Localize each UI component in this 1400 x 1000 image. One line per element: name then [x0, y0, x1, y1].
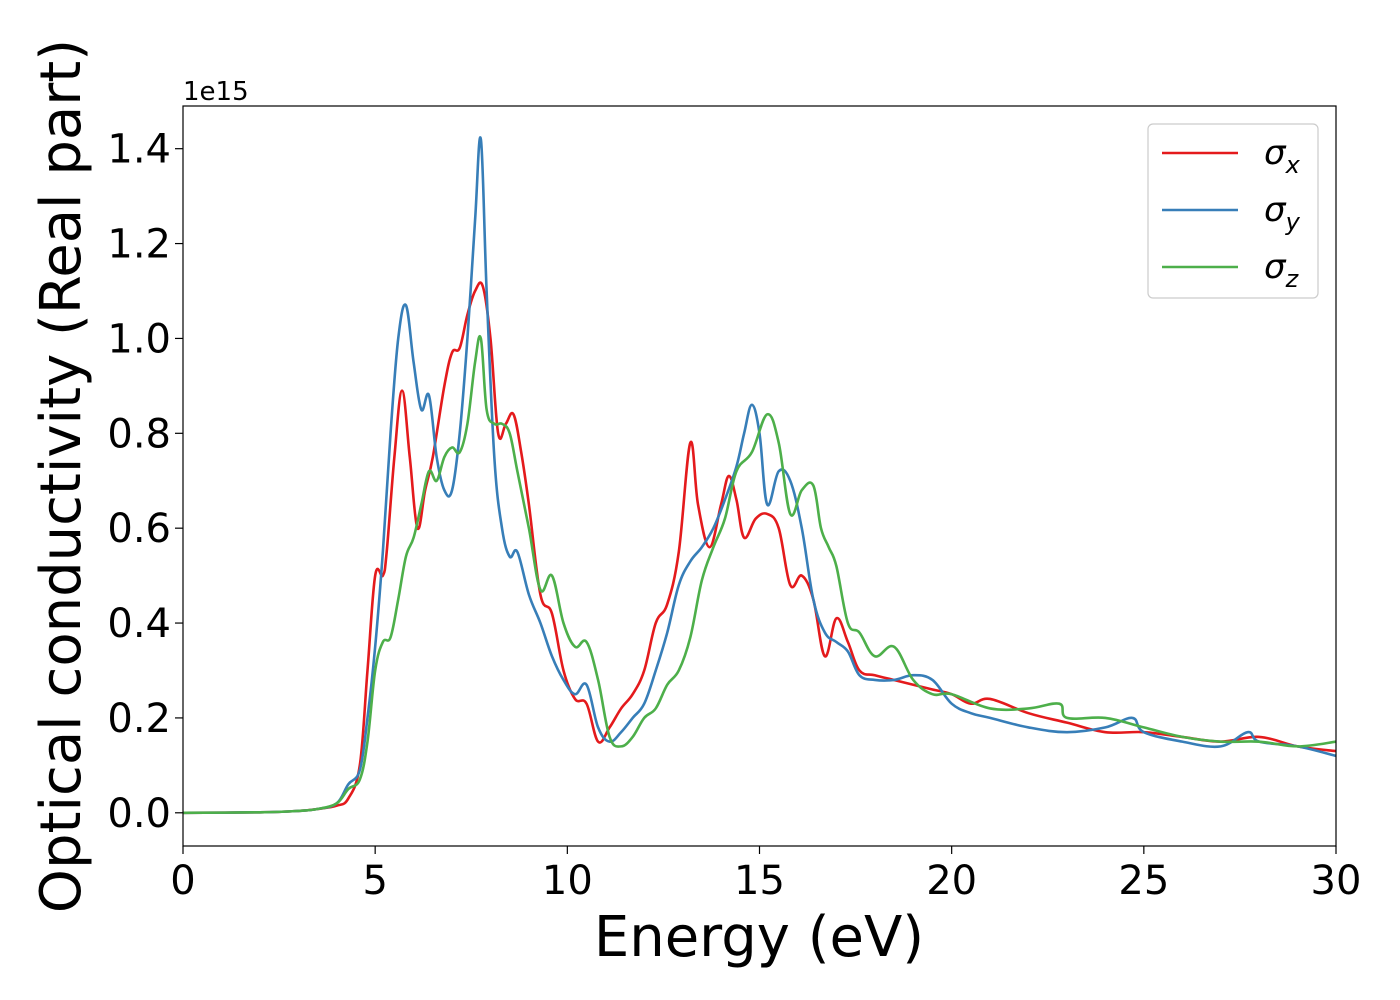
- y-axis: 0.0 0.2 0.4 0.6 0.8 1.0 1.2 1.4: [107, 127, 183, 837]
- y-tick-label: 1.2: [107, 222, 171, 268]
- x-tick-label: 5: [362, 858, 387, 904]
- x-axis: 0 5 10 15 20 25 30: [170, 846, 1361, 904]
- series-layer: [183, 136, 1336, 815]
- y-tick-label: 0.0: [107, 791, 171, 837]
- series-line-z: [183, 335, 1336, 815]
- y-tick-label: 0.6: [107, 506, 171, 552]
- legend-label-y: σy: [1264, 190, 1301, 236]
- legend-label-z: σz: [1264, 247, 1300, 293]
- legend-label-subscript: y: [1285, 208, 1301, 236]
- legend-label-base: σ: [1264, 247, 1287, 287]
- y-tick-label: 0.4: [107, 601, 171, 647]
- x-tick-label: 30: [1311, 858, 1362, 904]
- x-tick-label: 0: [170, 858, 195, 904]
- y-tick-label: 1.4: [107, 127, 171, 173]
- y-tick-label: 0.2: [107, 696, 171, 742]
- legend-label-x: σx: [1264, 133, 1301, 179]
- legend-label-subscript: z: [1285, 265, 1300, 293]
- x-tick-label: 25: [1118, 858, 1169, 904]
- y-tick-label: 1.0: [107, 316, 171, 362]
- legend-label-base: σ: [1264, 190, 1287, 230]
- y-axis-title: Optical conductivity (Real part): [29, 39, 94, 913]
- x-axis-title: Energy (eV): [594, 905, 924, 970]
- legend-label-base: σ: [1264, 133, 1287, 173]
- y-tick-label: 0.8: [107, 411, 171, 457]
- y-offset-label: 1e15: [183, 77, 249, 107]
- x-tick-label: 20: [926, 858, 977, 904]
- x-tick-label: 15: [734, 858, 785, 904]
- legend-label-subscript: x: [1285, 151, 1301, 179]
- series-line-y: [183, 136, 1336, 815]
- x-tick-label: 10: [542, 858, 593, 904]
